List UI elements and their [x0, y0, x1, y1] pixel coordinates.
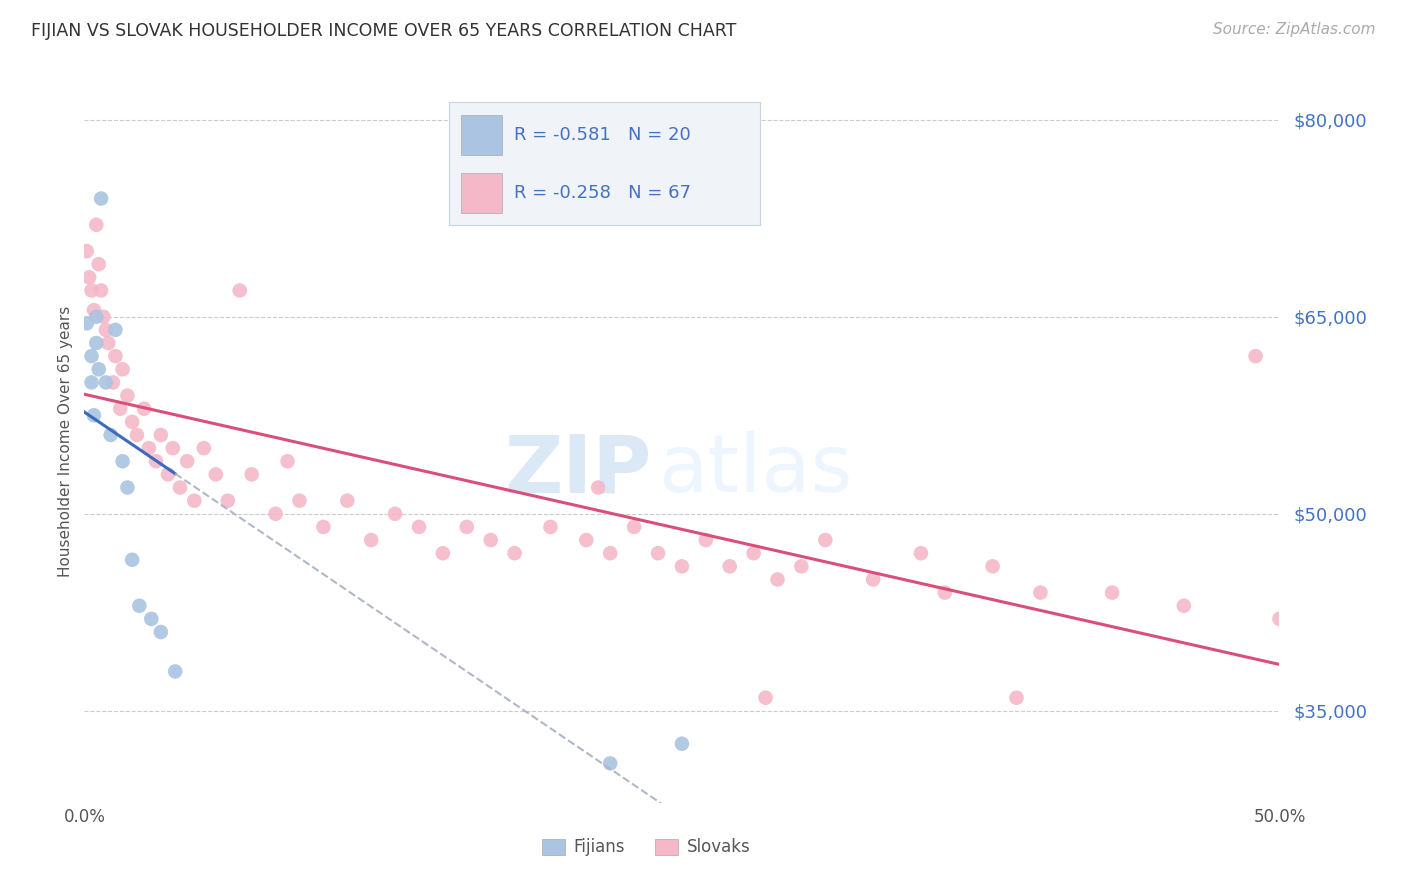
Point: [176, 454, 198, 468]
Point: [790, 559, 813, 574]
Point: [1029, 585, 1052, 599]
Point: [360, 533, 382, 547]
Point: [145, 454, 167, 468]
Point: [128, 599, 150, 613]
Point: [575, 533, 598, 547]
Point: [742, 546, 765, 560]
Point: [540, 520, 562, 534]
Point: [479, 533, 502, 547]
Point: [588, 481, 610, 495]
Point: [910, 546, 932, 560]
Point: [503, 546, 526, 560]
Point: [110, 401, 132, 416]
Point: [671, 737, 693, 751]
Point: [277, 454, 299, 468]
Point: [408, 520, 430, 534]
Point: [100, 428, 122, 442]
Point: [695, 533, 717, 547]
Point: [814, 533, 837, 547]
Point: [121, 553, 143, 567]
Point: [862, 573, 884, 587]
Text: FIJIAN VS SLOVAK HOUSEHOLDER INCOME OVER 65 YEARS CORRELATION CHART: FIJIAN VS SLOVAK HOUSEHOLDER INCOME OVER…: [31, 22, 737, 40]
Point: [193, 441, 215, 455]
Point: [1101, 585, 1123, 599]
Point: [671, 559, 693, 574]
Point: [101, 376, 124, 390]
Point: [157, 467, 180, 482]
Point: [981, 559, 1004, 574]
Point: [94, 376, 117, 390]
Point: [336, 493, 359, 508]
Point: [90, 284, 112, 298]
Point: [80, 376, 103, 390]
Point: [76, 244, 98, 258]
Point: [1268, 612, 1291, 626]
Point: [456, 520, 478, 534]
Point: [97, 336, 120, 351]
Point: [934, 585, 956, 599]
Point: [384, 507, 406, 521]
Text: Source: ZipAtlas.com: Source: ZipAtlas.com: [1212, 22, 1375, 37]
Point: [1005, 690, 1028, 705]
Point: [169, 481, 191, 495]
Point: [93, 310, 115, 324]
Point: [1173, 599, 1195, 613]
Point: [149, 625, 172, 640]
Point: [205, 467, 228, 482]
Point: [80, 284, 103, 298]
Point: [312, 520, 335, 534]
Point: [141, 612, 163, 626]
Point: [77, 270, 100, 285]
Point: [183, 493, 205, 508]
Point: [125, 428, 148, 442]
Point: [111, 454, 134, 468]
Point: [86, 310, 108, 324]
Point: [623, 520, 645, 534]
Point: [83, 303, 105, 318]
Point: [217, 493, 239, 508]
Point: [117, 388, 139, 402]
Point: [86, 336, 108, 351]
Legend: Fijians, Slovaks: Fijians, Slovaks: [536, 831, 756, 863]
Point: [94, 323, 117, 337]
Y-axis label: Householder Income Over 65 years: Householder Income Over 65 years: [58, 306, 73, 577]
Point: [240, 467, 263, 482]
Text: ZIP: ZIP: [505, 432, 652, 509]
Point: [165, 665, 187, 679]
Point: [104, 323, 127, 337]
Point: [599, 546, 621, 560]
Point: [718, 559, 741, 574]
Point: [104, 349, 127, 363]
Point: [121, 415, 143, 429]
Point: [83, 409, 105, 423]
Point: [138, 441, 160, 455]
Point: [432, 546, 454, 560]
Point: [111, 362, 134, 376]
Point: [766, 573, 789, 587]
Point: [647, 546, 669, 560]
Point: [132, 401, 156, 416]
Point: [80, 349, 103, 363]
Point: [755, 690, 778, 705]
Point: [264, 507, 287, 521]
Point: [288, 493, 311, 508]
Point: [87, 362, 110, 376]
Point: [1244, 349, 1267, 363]
Point: [76, 316, 98, 330]
Point: [117, 481, 139, 495]
Point: [149, 428, 172, 442]
Point: [162, 441, 184, 455]
Point: [90, 192, 112, 206]
Text: atlas: atlas: [658, 432, 852, 509]
Point: [229, 284, 252, 298]
Point: [86, 218, 108, 232]
Point: [599, 756, 621, 771]
Point: [87, 257, 110, 271]
